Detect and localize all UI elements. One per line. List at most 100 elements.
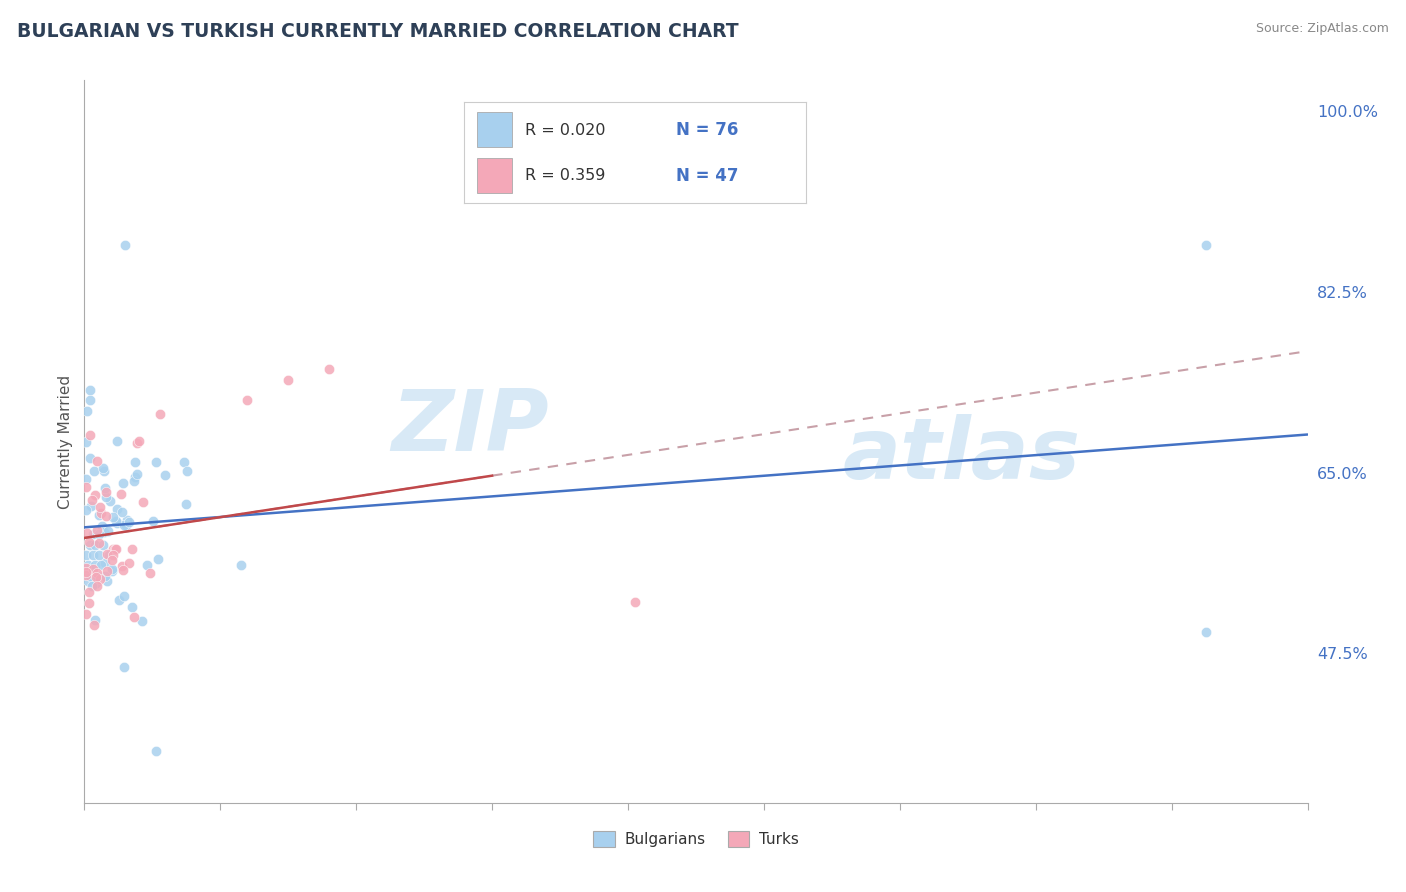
Point bbox=[75, 434, 97, 449]
Point bbox=[105, 541, 128, 556]
Point bbox=[125, 436, 148, 450]
Point bbox=[176, 464, 198, 478]
Point bbox=[1195, 238, 1218, 252]
Point bbox=[112, 589, 135, 603]
Point bbox=[103, 542, 125, 557]
Point bbox=[104, 541, 127, 556]
Point bbox=[145, 744, 167, 758]
Point bbox=[86, 454, 108, 468]
Point bbox=[277, 373, 299, 387]
Point bbox=[101, 509, 124, 524]
Point bbox=[121, 541, 143, 556]
Point bbox=[105, 516, 128, 530]
Point bbox=[114, 238, 136, 252]
Point bbox=[76, 574, 98, 588]
Point bbox=[75, 503, 97, 517]
Point bbox=[84, 488, 107, 502]
Text: ZIP: ZIP bbox=[391, 385, 550, 468]
Point bbox=[89, 536, 111, 550]
Point bbox=[93, 525, 115, 540]
Point bbox=[86, 566, 108, 580]
Point bbox=[124, 470, 146, 484]
Point bbox=[97, 548, 120, 562]
Point bbox=[79, 392, 101, 407]
Point bbox=[76, 404, 98, 418]
Point bbox=[82, 527, 104, 541]
Point bbox=[77, 535, 100, 549]
Point bbox=[139, 566, 162, 580]
Point bbox=[96, 524, 118, 539]
Point bbox=[90, 506, 112, 520]
Point bbox=[75, 607, 97, 621]
Point bbox=[84, 570, 107, 584]
Point bbox=[80, 579, 103, 593]
Point bbox=[75, 549, 97, 563]
Y-axis label: Currently Married: Currently Married bbox=[58, 375, 73, 508]
Point bbox=[94, 490, 117, 504]
Point bbox=[94, 508, 117, 523]
Point bbox=[105, 434, 128, 448]
Point bbox=[118, 556, 141, 570]
Point bbox=[132, 494, 155, 508]
Text: Source: ZipAtlas.com: Source: ZipAtlas.com bbox=[1256, 22, 1389, 36]
Point bbox=[82, 493, 104, 508]
Point bbox=[131, 614, 153, 628]
Point bbox=[75, 561, 97, 575]
Point bbox=[77, 585, 100, 599]
Point bbox=[145, 455, 167, 469]
Point bbox=[108, 592, 131, 607]
Point bbox=[89, 572, 111, 586]
Point bbox=[115, 517, 138, 532]
Point bbox=[153, 467, 176, 482]
Point bbox=[176, 497, 198, 511]
Point bbox=[91, 460, 114, 475]
Point bbox=[86, 576, 108, 591]
Point bbox=[83, 465, 105, 479]
Point bbox=[79, 450, 101, 465]
Point bbox=[86, 524, 108, 538]
Point bbox=[84, 613, 107, 627]
Point bbox=[96, 547, 118, 561]
Point bbox=[90, 558, 112, 573]
Point bbox=[96, 574, 118, 589]
Point bbox=[83, 538, 105, 552]
Point bbox=[101, 564, 124, 578]
Point bbox=[91, 538, 114, 552]
Point bbox=[75, 568, 97, 582]
Point bbox=[111, 475, 134, 490]
Point bbox=[142, 514, 165, 528]
Point bbox=[87, 548, 110, 562]
Point bbox=[77, 558, 100, 573]
Point bbox=[75, 565, 97, 579]
Point bbox=[91, 518, 114, 533]
Point bbox=[624, 594, 647, 608]
Point bbox=[1195, 625, 1218, 640]
Point bbox=[124, 454, 146, 468]
Point bbox=[86, 568, 108, 582]
Point bbox=[76, 525, 98, 540]
Point bbox=[98, 493, 121, 508]
Point bbox=[104, 514, 127, 528]
Point bbox=[82, 548, 104, 562]
Point bbox=[82, 562, 104, 576]
Point bbox=[79, 383, 101, 397]
Point bbox=[80, 500, 103, 514]
Point bbox=[83, 618, 105, 632]
Point bbox=[101, 562, 124, 576]
Point bbox=[236, 393, 259, 408]
Point bbox=[110, 487, 132, 501]
Point bbox=[75, 480, 97, 494]
Point bbox=[105, 501, 128, 516]
Point bbox=[122, 610, 145, 624]
Point bbox=[122, 475, 145, 489]
Point bbox=[93, 568, 115, 582]
Point bbox=[93, 464, 115, 478]
Point bbox=[79, 564, 101, 578]
Point bbox=[136, 558, 159, 572]
Point bbox=[100, 553, 122, 567]
Point bbox=[87, 527, 110, 541]
Point bbox=[79, 427, 101, 442]
Point bbox=[149, 407, 172, 421]
Point bbox=[112, 517, 135, 532]
Point bbox=[94, 481, 117, 495]
